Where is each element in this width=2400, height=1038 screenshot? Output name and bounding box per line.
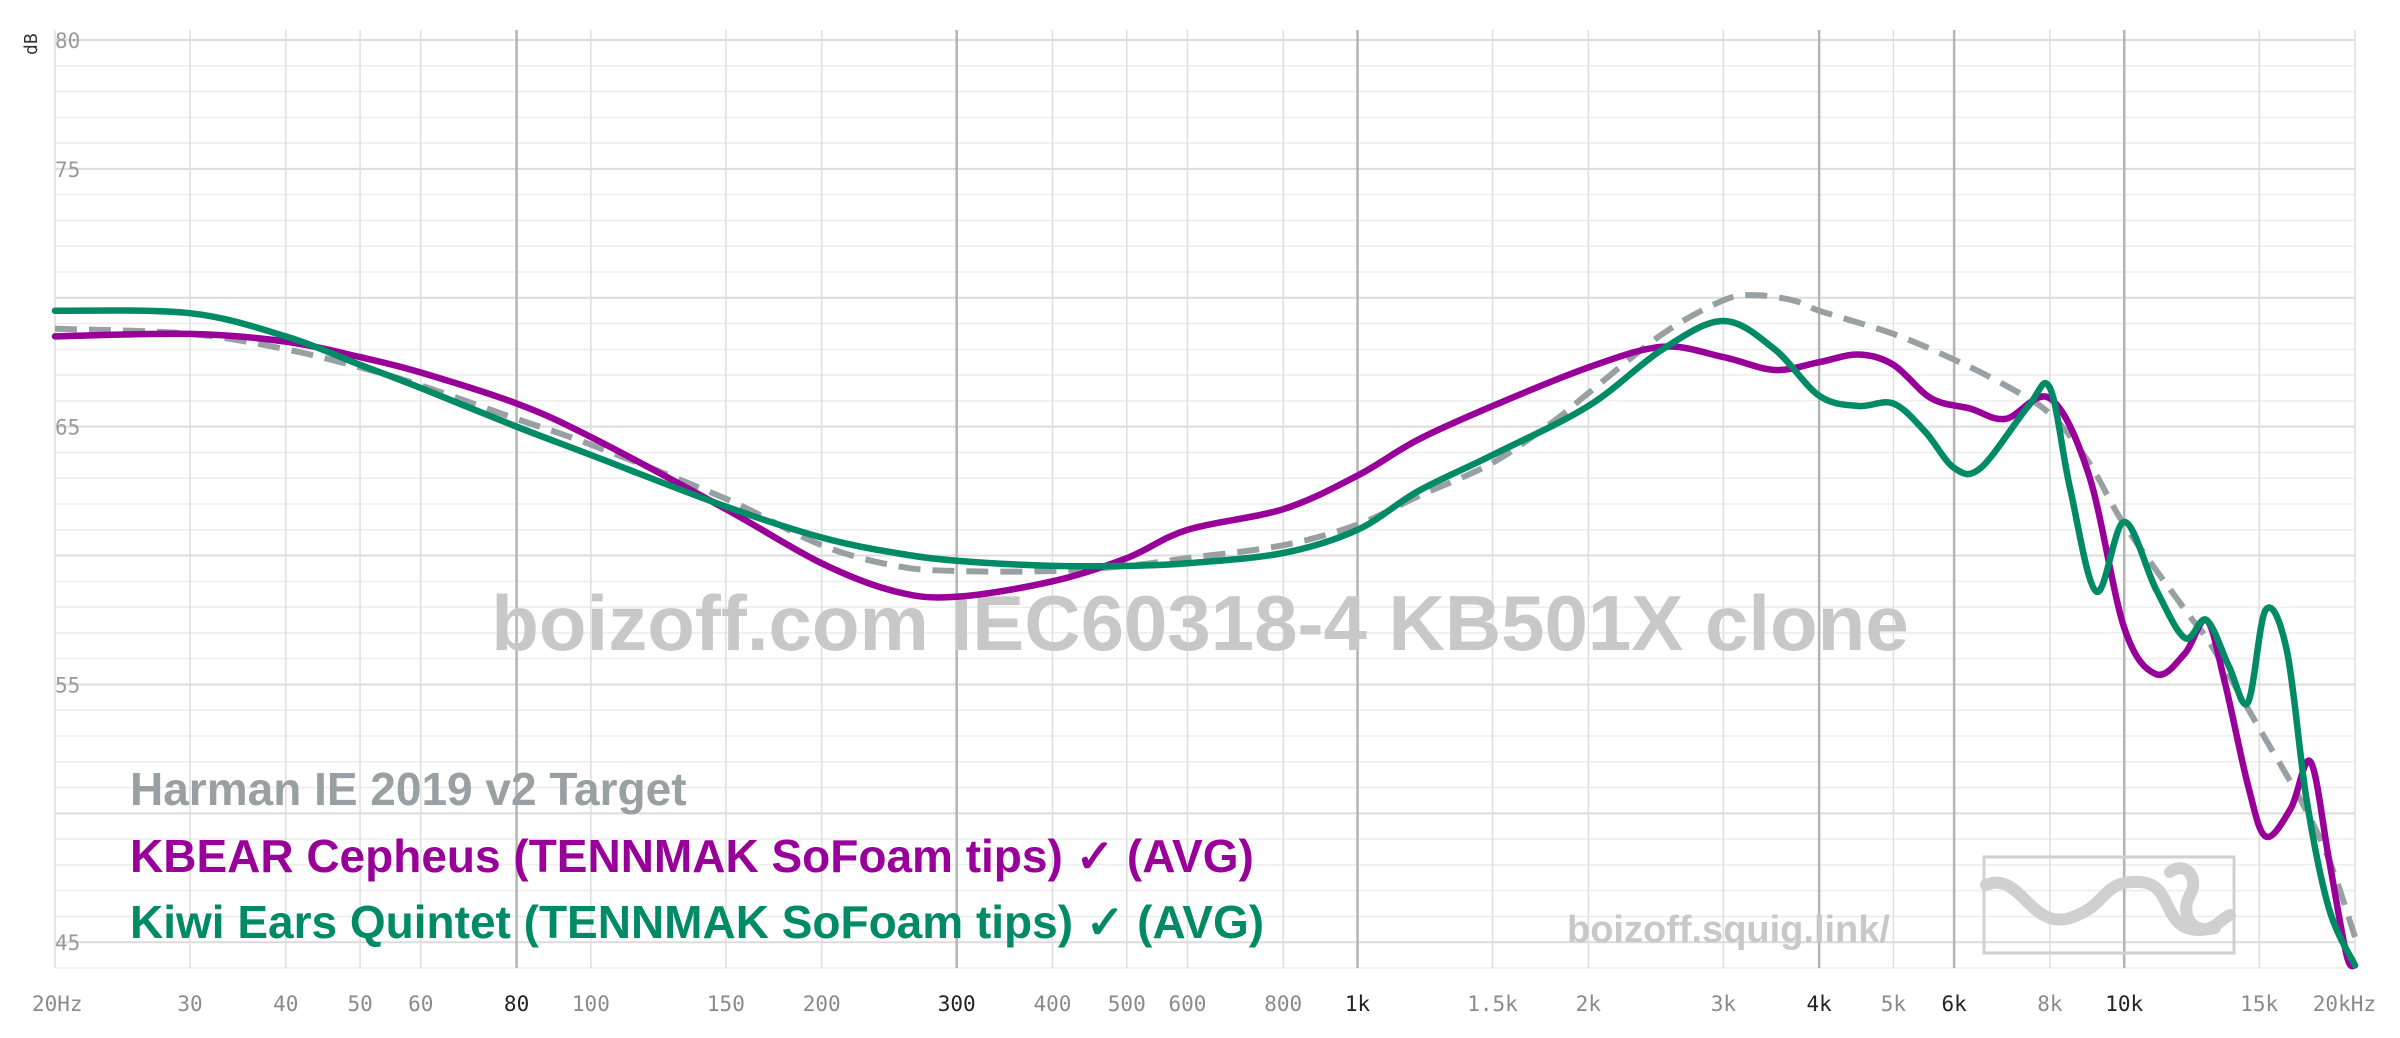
grid (54, 30, 2356, 969)
squiglink-logo (1980, 855, 2236, 955)
x-tick-label: 15k (2240, 992, 2278, 1016)
x-tick-label: 300 (938, 992, 976, 1016)
x-axis: 20Hz 30 40 50 60 80 100 150 200 300 400 500 600 800 1k… (32, 992, 2376, 1016)
x-tick-label: 3k (1711, 992, 1737, 1016)
y-tick-label: 75 (55, 158, 80, 182)
kiwi-ears-quintet-curve (51, 307, 2359, 969)
x-tick-label: 80 (504, 992, 529, 1016)
y-tick-label: 55 (55, 673, 80, 697)
x-tick-label: 5k (1881, 992, 1907, 1016)
y-axis: dB 80 75 65 55 45 (21, 29, 80, 955)
x-tick-label: 20Hz (32, 992, 83, 1016)
x-tick-label: 30 (177, 992, 202, 1016)
x-tick-label: 4k (1806, 992, 1832, 1016)
x-tick-label: 40 (273, 992, 298, 1016)
x-tick-label: 150 (707, 992, 745, 1016)
x-tick-label: 60 (408, 992, 433, 1016)
x-tick-label: 600 (1168, 992, 1206, 1016)
kbear-cepheus-curve (51, 330, 2359, 970)
x-tick-label: 50 (347, 992, 372, 1016)
y-tick-label: 65 (55, 416, 80, 440)
x-tick-label: 200 (803, 992, 841, 1016)
x-tick-label: 100 (572, 992, 610, 1016)
x-tick-label: 10k (2105, 992, 2143, 1016)
x-tick-label: 20kHz (2313, 992, 2376, 1016)
y-tick-label: 45 (55, 931, 80, 955)
legend-kbear-cepheus[interactable]: KBEAR Cepheus (TENNMAK SoFoam tips) ✓ (A… (130, 830, 1254, 882)
x-tick-label: 400 (1033, 992, 1071, 1016)
legend-target[interactable]: Harman IE 2019 v2 Target (130, 763, 687, 815)
x-tick-label: 800 (1264, 992, 1302, 1016)
site-url: boizoff.squig.link/ (1567, 909, 1890, 951)
y-tick-label: 80 (55, 29, 80, 53)
curves (51, 292, 2359, 970)
watermark: boizoff.com IEC60318-4 KB501X clone (491, 579, 1908, 667)
x-tick-label: 500 (1108, 992, 1146, 1016)
legend: Harman IE 2019 v2 Target KBEAR Cepheus (T… (130, 763, 1264, 948)
x-tick-label: 6k (1941, 992, 1967, 1016)
x-tick-label: 1.5k (1467, 992, 1518, 1016)
x-tick-label: 1k (1345, 992, 1371, 1016)
x-tick-label: 2k (1576, 992, 1602, 1016)
legend-kiwi-ears-quintet[interactable]: Kiwi Ears Quintet (TENNMAK SoFoam tips) … (130, 896, 1264, 948)
y-axis-unit: dB (21, 33, 42, 55)
target-curve (54, 292, 2358, 939)
x-tick-label: 8k (2037, 992, 2063, 1016)
